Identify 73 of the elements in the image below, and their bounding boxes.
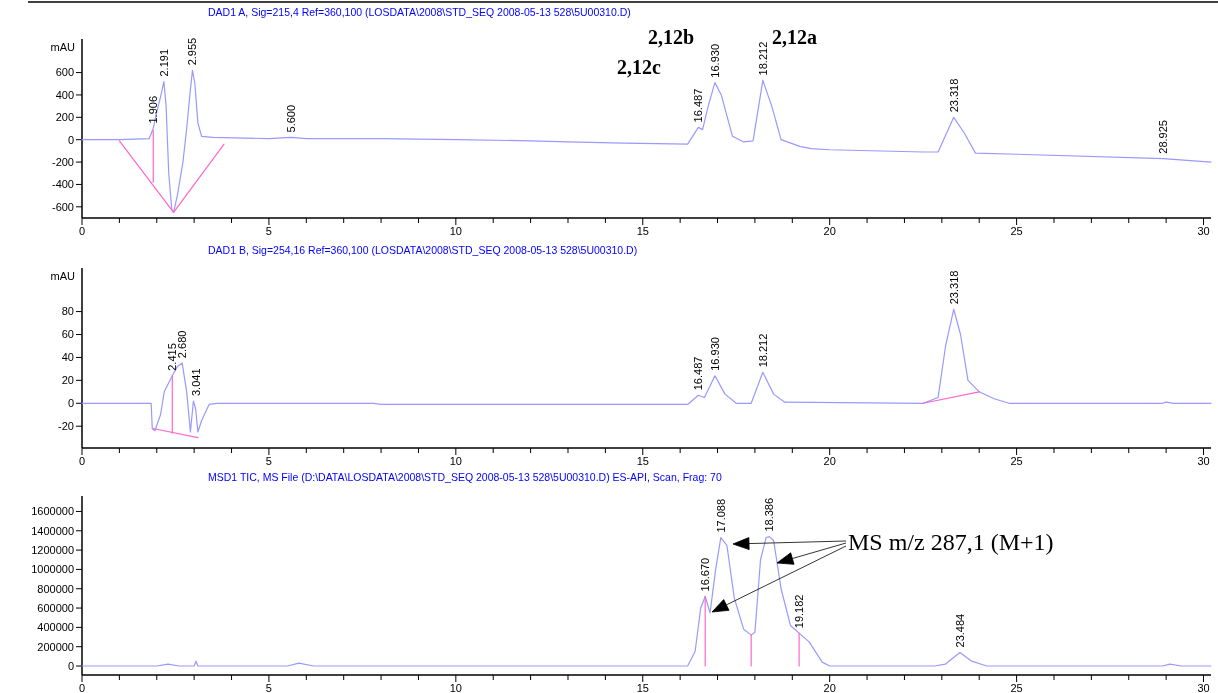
chart-title: DAD1 B, Sig=254,16 Ref=360,100 (LOSDATA\2008\STD_SEQ 2008-05-13 528\5U00310.D) [208, 244, 638, 256]
x-tick-label: 15 [636, 225, 649, 237]
x-tick-label: 5 [265, 225, 272, 237]
y-tick-label: 0 [67, 659, 74, 672]
annotation: MS m/z 287,1 (M+1) [848, 529, 1054, 555]
y-tick-label: 400000 [37, 621, 74, 634]
annotation: 2,12c [617, 56, 661, 78]
annotation: 18.212 [756, 41, 769, 76]
annotation: 1.906 [147, 95, 160, 124]
chart-title: DAD1 A, Sig=215,4 Ref=360,100 (LOSDATA\2008\STD_SEQ 2008-05-13 528\5U00310.D) [208, 6, 631, 18]
annotation: 5.600 [285, 104, 298, 133]
x-tick-label: 0 [78, 225, 86, 237]
x-tick-label: 5 [265, 682, 272, 693]
y-tick-label: 40 [61, 351, 74, 364]
annotation: 17.088 [714, 498, 727, 533]
annotation: 16.930 [708, 337, 721, 371]
y-axis-title: mAU [50, 270, 76, 282]
annotation: 23.318 [947, 270, 960, 305]
y-tick-label: 0 [67, 133, 74, 146]
annotation: 16.487 [692, 356, 705, 391]
y-axis-title: mAU [50, 41, 76, 53]
x-tick-label: 30 [1197, 682, 1210, 693]
y-tick-label: 400 [55, 88, 74, 101]
y-tick-label: 200 [55, 111, 74, 124]
annotation: 16.670 [699, 557, 712, 592]
y-tick-label: 60 [61, 328, 74, 341]
annotation: 19.182 [792, 594, 805, 629]
y-tick-label: 20 [61, 374, 74, 387]
annotation: 23.484 [953, 613, 966, 648]
chart-title: MSD1 TIC, MS File (D:\DATA\LOSDATA\2008\STD_SEQ 2008-05-13 528\5U00310.D) ES-API, Scan, Frag: 70 [208, 471, 722, 483]
annotation: 2,12b [648, 26, 695, 48]
x-tick-label: 0 [78, 455, 86, 467]
annotation: 18.386 [763, 497, 776, 532]
x-tick-label: 30 [1197, 225, 1210, 237]
y-tick-label: -200 [51, 155, 74, 168]
annotation: 18.212 [756, 333, 769, 368]
x-tick-label: 15 [636, 455, 649, 467]
y-tick-label: -600 [51, 200, 74, 213]
y-tick-label: 200000 [37, 640, 74, 653]
y-tick-label: 1200000 [31, 543, 74, 556]
annotation: 2.955 [186, 37, 199, 66]
x-tick-label: 10 [449, 682, 462, 693]
x-tick-label: 10 [449, 225, 462, 237]
annotation: 2.680 [176, 330, 189, 359]
annotation: 3.041 [189, 368, 202, 396]
y-tick-label: 600 [55, 66, 74, 79]
annotation: 16.487 [692, 88, 705, 123]
x-tick-label: 25 [1010, 455, 1023, 467]
annotation: 2.415 [166, 343, 179, 371]
x-tick-label: 20 [823, 225, 836, 237]
annotation: 28.925 [1157, 120, 1170, 154]
x-tick-label: 20 [823, 682, 836, 693]
x-tick-label: 10 [449, 455, 462, 467]
y-tick-label: 1600000 [31, 505, 74, 518]
y-tick-label: 1000000 [31, 563, 74, 576]
y-tick-label: 800000 [37, 582, 74, 595]
annotation: 16.930 [708, 43, 721, 78]
y-tick-label: -400 [51, 178, 74, 191]
annotation: 2.191 [157, 48, 170, 77]
x-tick-label: 5 [265, 455, 272, 467]
x-tick-label: 30 [1197, 455, 1210, 467]
x-tick-label: 15 [636, 682, 649, 693]
x-tick-label: 20 [823, 455, 836, 467]
annotation: 2,12a [772, 26, 817, 48]
x-tick-label: 25 [1010, 225, 1023, 237]
y-tick-label: -20 [58, 420, 74, 433]
y-tick-label: 600000 [37, 601, 74, 614]
x-tick-label: 0 [78, 682, 86, 693]
y-tick-label: 1400000 [31, 524, 74, 537]
annotation: 23.318 [947, 78, 960, 113]
y-tick-label: 0 [67, 397, 74, 410]
y-tick-label: 80 [61, 305, 74, 318]
x-tick-label: 25 [1010, 682, 1023, 693]
